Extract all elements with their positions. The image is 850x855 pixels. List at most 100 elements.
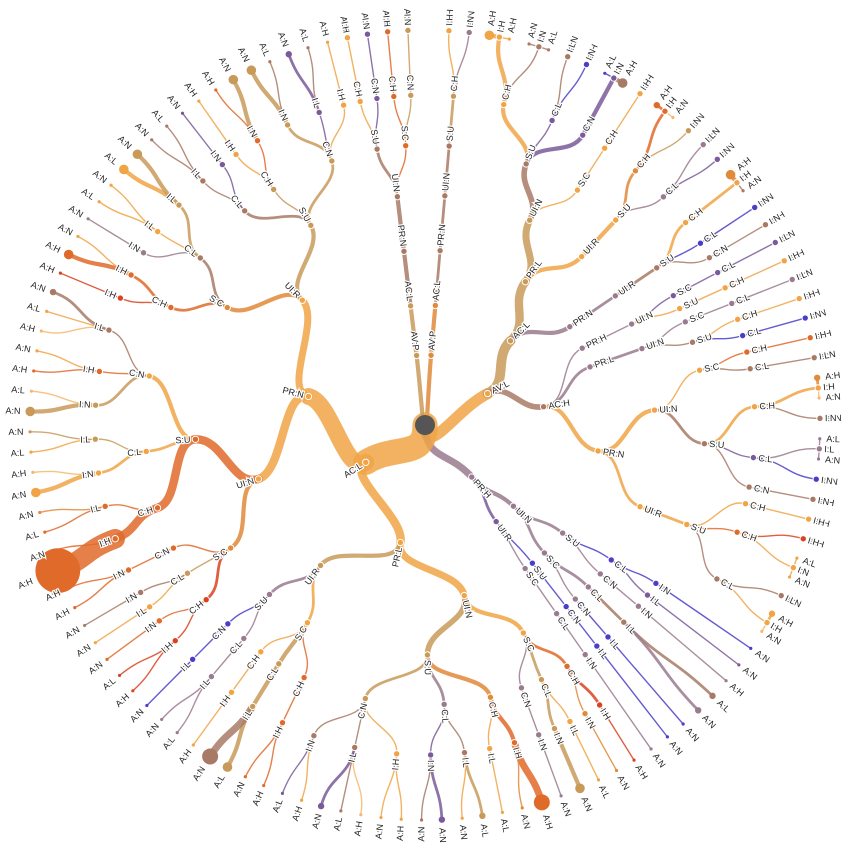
leaf-node[interactable]	[649, 747, 652, 750]
tree-node[interactable]	[172, 638, 178, 644]
tree-node[interactable]	[496, 34, 502, 40]
tree-node[interactable]	[276, 661, 282, 667]
leaf-node[interactable]	[547, 48, 550, 51]
tree-node[interactable]	[811, 354, 817, 360]
leaf-node[interactable]	[192, 743, 195, 746]
tree-node[interactable]	[344, 34, 350, 40]
tree-node[interactable]	[299, 297, 305, 303]
tree-node[interactable]	[746, 484, 752, 490]
tree-node[interactable]	[446, 143, 452, 149]
leaf-node[interactable]	[534, 794, 550, 810]
tree-node[interactable]	[466, 29, 472, 35]
leaf-node[interactable]	[575, 784, 585, 794]
tree-node[interactable]	[567, 324, 573, 330]
leaf-node[interactable]	[223, 762, 233, 772]
tree-node[interactable]	[654, 265, 660, 271]
tree-node[interactable]	[651, 407, 657, 413]
tree-node[interactable]	[241, 635, 247, 641]
tree-node[interactable]	[559, 530, 565, 536]
tree-node[interactable]	[563, 603, 569, 609]
leaf-node[interactable]	[29, 451, 32, 454]
leaf-node[interactable]	[131, 689, 134, 692]
leaf-node[interactable]	[202, 748, 218, 764]
tree-node[interactable]	[697, 240, 703, 246]
tree-node[interactable]	[597, 571, 603, 577]
tree-node[interactable]	[632, 168, 638, 174]
tree-node[interactable]	[511, 739, 517, 745]
tree-node[interactable]	[676, 305, 682, 311]
tree-node[interactable]	[816, 446, 822, 452]
tree-node[interactable]	[612, 293, 618, 299]
tree-node[interactable]	[362, 695, 368, 701]
tree-node[interactable]	[413, 352, 419, 358]
tree-node[interactable]	[751, 404, 757, 410]
tree-node[interactable]	[734, 179, 740, 185]
tree-node[interactable]	[595, 448, 601, 454]
leaf-node[interactable]	[59, 272, 62, 275]
tree-node[interactable]	[189, 656, 195, 662]
leaf-node[interactable]	[485, 30, 495, 40]
tree-node[interactable]	[510, 503, 516, 509]
tree-node[interactable]	[817, 415, 823, 421]
leaf-node[interactable]	[98, 200, 101, 203]
tree-node[interactable]	[660, 194, 666, 200]
leaf-node[interactable]	[741, 189, 744, 192]
leaf-node[interactable]	[25, 407, 35, 417]
tree-node[interactable]	[432, 302, 438, 308]
tree-node[interactable]	[233, 151, 239, 157]
tree-node[interactable]	[143, 448, 149, 454]
leaf-node[interactable]	[521, 806, 524, 809]
leaf-node[interactable]	[94, 641, 97, 644]
leaf-node[interactable]	[420, 818, 423, 821]
leaf-node[interactable]	[197, 100, 200, 103]
tree-node[interactable]	[200, 178, 206, 184]
tree-node[interactable]	[522, 278, 528, 284]
tree-node[interactable]	[442, 193, 448, 199]
tree-node[interactable]	[815, 385, 821, 391]
tree-node[interactable]	[446, 28, 452, 34]
tree-node[interactable]	[734, 316, 740, 322]
leaf-node[interactable]	[615, 769, 618, 772]
tree-node[interactable]	[662, 108, 668, 114]
leaf-node[interactable]	[176, 731, 179, 734]
leaf-node[interactable]	[40, 329, 43, 332]
tree-node[interactable]	[582, 651, 588, 657]
leaf-node[interactable]	[165, 125, 168, 128]
tree-node[interactable]	[363, 459, 369, 465]
tree-node[interactable]	[802, 315, 808, 321]
tree-node[interactable]	[170, 545, 176, 551]
tree-node[interactable]	[722, 285, 728, 291]
tree-node[interactable]	[734, 529, 740, 535]
tree-node[interactable]	[744, 349, 750, 355]
leaf-node[interactable]	[229, 75, 239, 85]
tree-node[interactable]	[696, 367, 702, 373]
leaf-node[interactable]	[654, 102, 660, 108]
tree-node[interactable]	[394, 193, 400, 199]
tree-node[interactable]	[92, 436, 98, 442]
tree-node[interactable]	[594, 643, 600, 649]
leaf-node[interactable]	[400, 818, 403, 821]
tree-node[interactable]	[800, 536, 806, 542]
tree-node[interactable]	[112, 536, 118, 542]
leaf-node[interactable]	[724, 679, 727, 682]
tree-node[interactable]	[357, 98, 363, 104]
tree-node[interactable]	[778, 592, 784, 598]
tree-node[interactable]	[522, 565, 528, 571]
root-node[interactable]	[415, 415, 435, 435]
tree-node[interactable]	[140, 250, 146, 256]
leaf-node[interactable]	[64, 250, 74, 260]
tree-node[interactable]	[384, 29, 390, 35]
tree-node[interactable]	[764, 619, 770, 625]
leaf-node[interactable]	[769, 611, 775, 617]
tree-node[interactable]	[146, 604, 152, 610]
tree-node[interactable]	[340, 102, 346, 108]
tree-node[interactable]	[807, 335, 813, 341]
leaf-node[interactable]	[30, 390, 33, 393]
leaf-node[interactable]	[559, 794, 562, 797]
leaf-node[interactable]	[737, 663, 740, 666]
tree-node[interactable]	[168, 304, 174, 310]
tree-node[interactable]	[540, 404, 546, 410]
tree-node[interactable]	[621, 619, 627, 625]
tree-node[interactable]	[208, 673, 214, 679]
leaf-node[interactable]	[726, 170, 736, 180]
